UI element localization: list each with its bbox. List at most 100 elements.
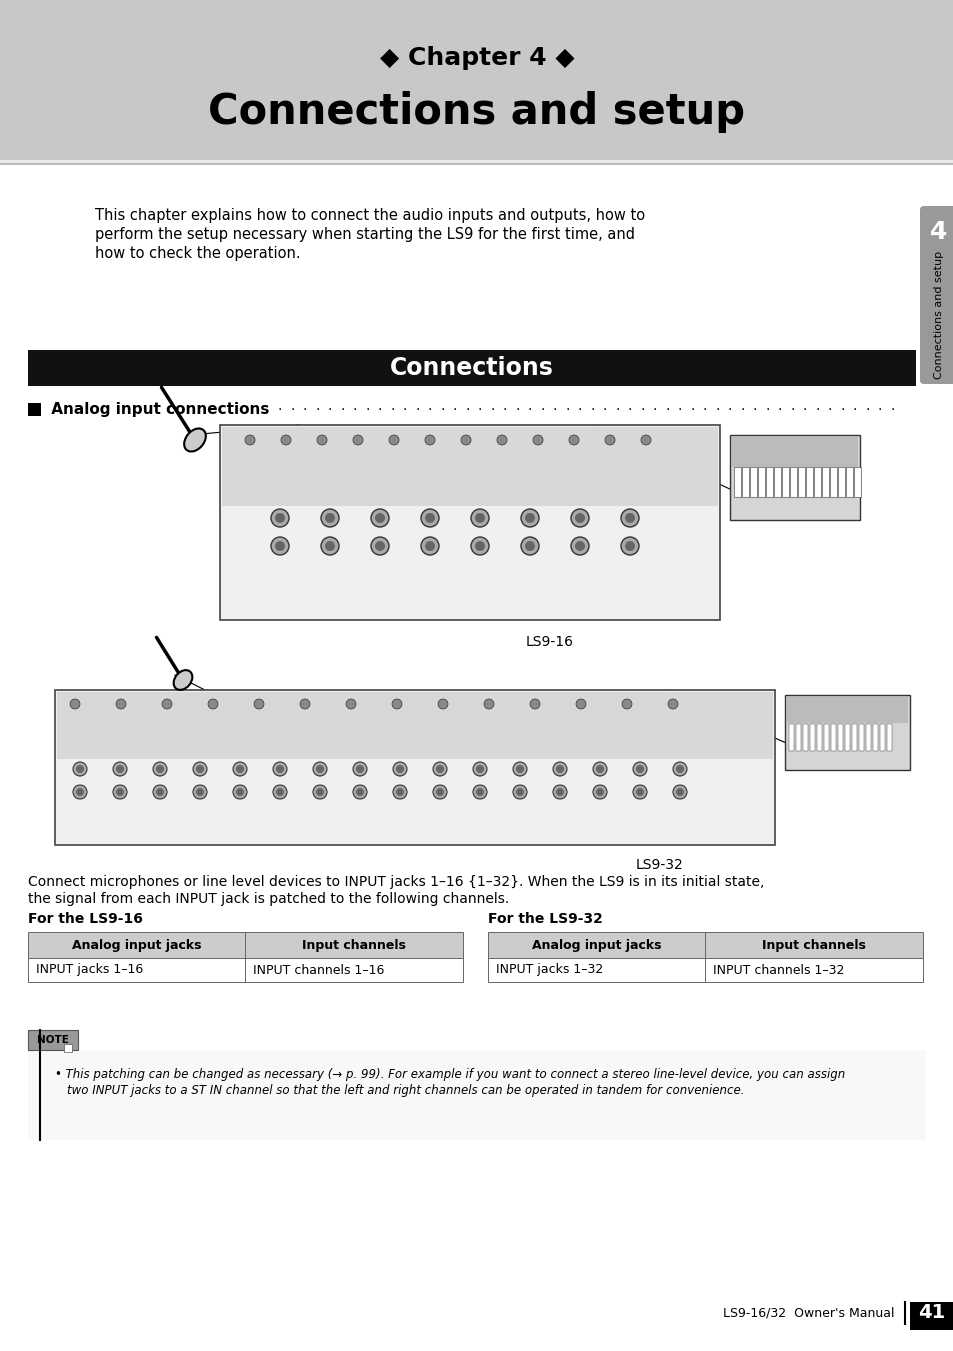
- Circle shape: [116, 765, 124, 773]
- Circle shape: [355, 788, 364, 796]
- Text: ·: ·: [664, 403, 669, 416]
- Circle shape: [371, 509, 389, 527]
- Circle shape: [624, 513, 635, 523]
- Bar: [886, 724, 891, 751]
- Text: Connect microphones or line level devices to INPUT jacks 1–16 {1–32}. When the L: Connect microphones or line level device…: [28, 875, 763, 889]
- Circle shape: [393, 762, 407, 775]
- Circle shape: [593, 762, 606, 775]
- Circle shape: [353, 435, 363, 444]
- Circle shape: [633, 762, 646, 775]
- Text: ·: ·: [315, 403, 319, 416]
- Bar: [28, 350, 915, 386]
- Bar: [28, 958, 462, 982]
- Circle shape: [624, 540, 635, 551]
- Text: ·: ·: [365, 403, 370, 416]
- Circle shape: [281, 435, 291, 444]
- Bar: [64, 1044, 71, 1052]
- Circle shape: [235, 765, 244, 773]
- Circle shape: [73, 762, 87, 775]
- Circle shape: [235, 788, 244, 796]
- Circle shape: [676, 765, 683, 773]
- Text: Connections and setup: Connections and setup: [208, 91, 745, 132]
- Bar: [57, 692, 772, 759]
- Circle shape: [497, 435, 506, 444]
- Bar: [749, 467, 757, 497]
- Circle shape: [475, 540, 484, 551]
- Bar: [851, 724, 856, 751]
- Bar: [837, 724, 842, 751]
- Circle shape: [556, 788, 563, 796]
- Circle shape: [436, 788, 443, 796]
- Bar: [741, 467, 748, 497]
- Text: Input channels: Input channels: [301, 939, 405, 951]
- Bar: [816, 724, 821, 751]
- Circle shape: [483, 698, 494, 709]
- Bar: [28, 1050, 925, 1140]
- Bar: [853, 467, 861, 497]
- Circle shape: [275, 765, 284, 773]
- Circle shape: [116, 698, 126, 709]
- Circle shape: [471, 509, 489, 527]
- Circle shape: [571, 536, 588, 555]
- Text: LS9-32: LS9-32: [636, 858, 683, 871]
- Text: ·: ·: [565, 403, 569, 416]
- Circle shape: [556, 765, 563, 773]
- Circle shape: [513, 785, 526, 798]
- Text: ·: ·: [652, 403, 657, 416]
- Text: ·: ·: [840, 403, 843, 416]
- Circle shape: [553, 785, 566, 798]
- Text: ·: ·: [328, 403, 332, 416]
- Circle shape: [513, 762, 526, 775]
- Circle shape: [195, 765, 204, 773]
- Circle shape: [76, 788, 84, 796]
- Circle shape: [274, 540, 285, 551]
- Bar: [795, 724, 801, 751]
- Circle shape: [636, 788, 643, 796]
- Circle shape: [162, 698, 172, 709]
- Bar: [829, 467, 836, 497]
- Bar: [0, 0, 953, 163]
- Circle shape: [245, 435, 254, 444]
- Circle shape: [436, 765, 443, 773]
- Text: ·: ·: [539, 403, 544, 416]
- Circle shape: [604, 435, 615, 444]
- Circle shape: [275, 788, 284, 796]
- Circle shape: [325, 513, 335, 523]
- Circle shape: [524, 540, 535, 551]
- Circle shape: [395, 765, 403, 773]
- Text: ·: ·: [477, 403, 481, 416]
- Text: ·: ·: [615, 403, 619, 416]
- Circle shape: [76, 765, 84, 773]
- Text: ·: ·: [789, 403, 794, 416]
- Circle shape: [437, 698, 448, 709]
- Circle shape: [193, 762, 207, 775]
- Text: LS9-16: LS9-16: [525, 635, 574, 648]
- Text: 4: 4: [929, 220, 946, 245]
- Text: INPUT channels 1–16: INPUT channels 1–16: [253, 963, 384, 977]
- Text: ·: ·: [639, 403, 644, 416]
- Text: Connections: Connections: [390, 357, 554, 380]
- Bar: [909, 1302, 953, 1329]
- Circle shape: [392, 698, 401, 709]
- Bar: [731, 436, 857, 466]
- Bar: [0, 163, 953, 165]
- Bar: [805, 467, 812, 497]
- Text: Connections and setup: Connections and setup: [933, 251, 943, 380]
- Bar: [845, 467, 852, 497]
- Circle shape: [520, 536, 538, 555]
- Bar: [823, 724, 828, 751]
- Text: ◆ Chapter 4 ◆: ◆ Chapter 4 ◆: [379, 46, 574, 70]
- Bar: [773, 467, 781, 497]
- Bar: [765, 467, 772, 497]
- Circle shape: [460, 435, 471, 444]
- Bar: [222, 427, 718, 507]
- Circle shape: [375, 540, 385, 551]
- Circle shape: [667, 698, 678, 709]
- Circle shape: [315, 765, 324, 773]
- Bar: [28, 403, 41, 416]
- Text: ·: ·: [415, 403, 419, 416]
- Text: ·: ·: [777, 403, 781, 416]
- Circle shape: [593, 785, 606, 798]
- Text: ·: ·: [677, 403, 681, 416]
- Bar: [821, 467, 828, 497]
